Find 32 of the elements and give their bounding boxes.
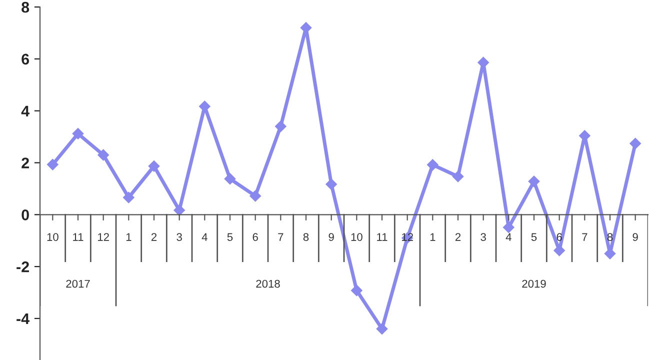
y-tick-label: 2 — [22, 158, 29, 168]
x-tick-label: 2 — [151, 233, 157, 241]
x-tick-label: 9 — [328, 233, 334, 241]
y-tick-label: -2 — [16, 261, 29, 272]
x-tick-label: 1 — [430, 233, 436, 241]
x-tick-label: 10 — [47, 233, 58, 241]
x-tick-label: 11 — [73, 233, 84, 241]
x-tick-label: 5 — [531, 233, 537, 241]
annotation: 2019 — [522, 280, 546, 288]
y-tick-label: 6 — [22, 54, 30, 65]
y-tick-label: -4 — [16, 313, 30, 324]
x-tick-label: 3 — [176, 233, 182, 241]
x-tick-label: 9 — [632, 233, 638, 241]
x-tick-label: 7 — [278, 233, 284, 241]
y-tick-label: 8 — [22, 2, 30, 13]
x-tick-label: 6 — [252, 233, 258, 241]
x-tick-label: 2 — [455, 233, 461, 241]
x-tick-label: 4 — [202, 233, 208, 241]
y-tick-label: 0 — [22, 210, 29, 220]
x-tick-label: 11 — [377, 233, 388, 241]
x-tick-label: 7 — [582, 233, 588, 241]
x-tick-label: 5 — [227, 233, 233, 241]
x-tick-label: 3 — [480, 233, 486, 241]
annotation: 2018 — [256, 280, 280, 288]
x-tick-label: 1 — [126, 233, 132, 241]
x-tick-label: 12 — [402, 233, 413, 241]
x-tick-label: 10 — [351, 233, 362, 241]
x-tick-label: 8 — [303, 233, 309, 241]
y-tick-label: 4 — [21, 106, 30, 116]
annotation: 2017 — [66, 280, 90, 288]
x-tick-label: 12 — [98, 233, 109, 241]
x-tick-label: 4 — [506, 233, 512, 241]
